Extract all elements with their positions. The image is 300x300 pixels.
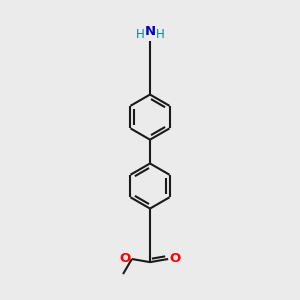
Text: O: O xyxy=(169,252,181,265)
Text: H: H xyxy=(136,28,144,41)
Text: H: H xyxy=(156,28,164,41)
Text: N: N xyxy=(144,26,156,38)
Text: O: O xyxy=(119,252,130,265)
